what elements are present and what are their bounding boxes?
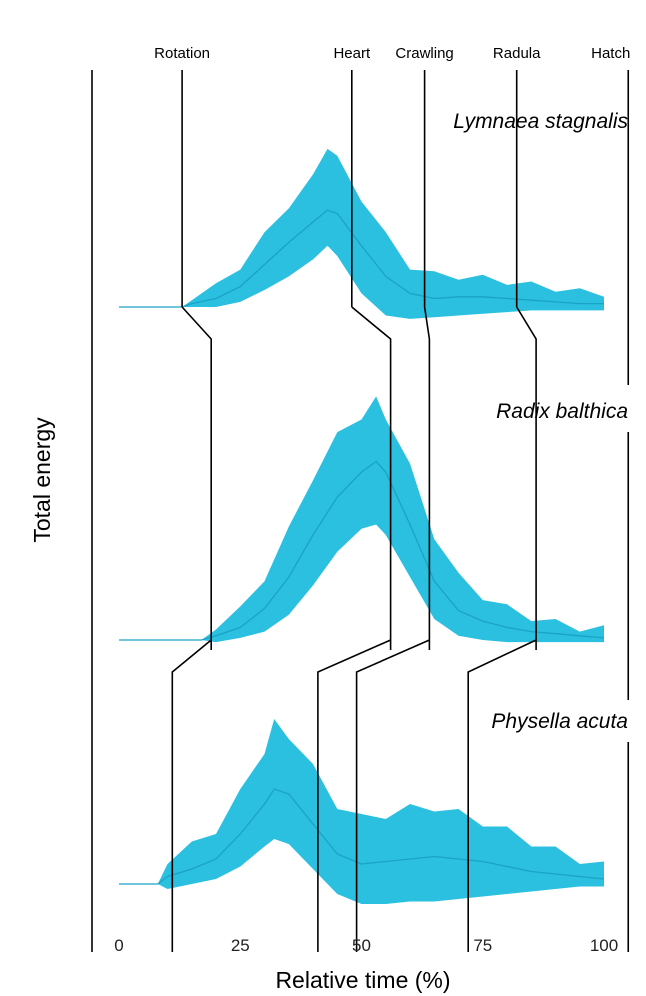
milestone-line-crawling	[355, 70, 431, 952]
species-labels: Lymnaea stagnalis Radix balthica Physella …	[453, 110, 628, 733]
mean-line-0	[119, 209, 604, 308]
x-axis-title: Relative time (%)	[275, 967, 450, 993]
milestone-label-crawling: Crawling	[395, 45, 453, 62]
milestone-label-rotation: Rotation	[154, 45, 210, 62]
species-label-2: Physella acuta	[491, 710, 628, 733]
band-1	[119, 396, 604, 643]
milestone-line-rotation	[171, 70, 212, 952]
milestone-label-hatch: Hatch	[591, 45, 630, 62]
milestone-line-radula	[467, 70, 537, 952]
milestone-labels: Rotation Heart Crawling Radula Hatch	[154, 45, 630, 62]
mean-line-1	[119, 460, 605, 641]
x-tick-label-50: 50	[352, 936, 371, 955]
x-tick-label-25: 25	[231, 936, 250, 955]
energy-bands	[119, 148, 605, 904]
milestone-lines	[91, 70, 630, 952]
species-label-0: Lymnaea stagnalis	[453, 110, 628, 133]
band-2	[119, 719, 604, 904]
y-axis-title: Total energy	[29, 417, 55, 543]
x-tick-label-0: 0	[114, 936, 123, 955]
x-axis: 0 25 50 75 100	[114, 936, 618, 955]
x-tick-label-75: 75	[473, 936, 492, 955]
x-tick-label-100: 100	[590, 936, 618, 955]
milestone-label-heart: Heart	[333, 45, 371, 62]
milestone-line-heart	[317, 70, 392, 952]
species-label-1: Radix balthica	[496, 400, 628, 423]
milestone-label-radula: Radula	[493, 45, 541, 62]
mean-line-2	[119, 788, 605, 885]
band-0	[119, 148, 604, 319]
